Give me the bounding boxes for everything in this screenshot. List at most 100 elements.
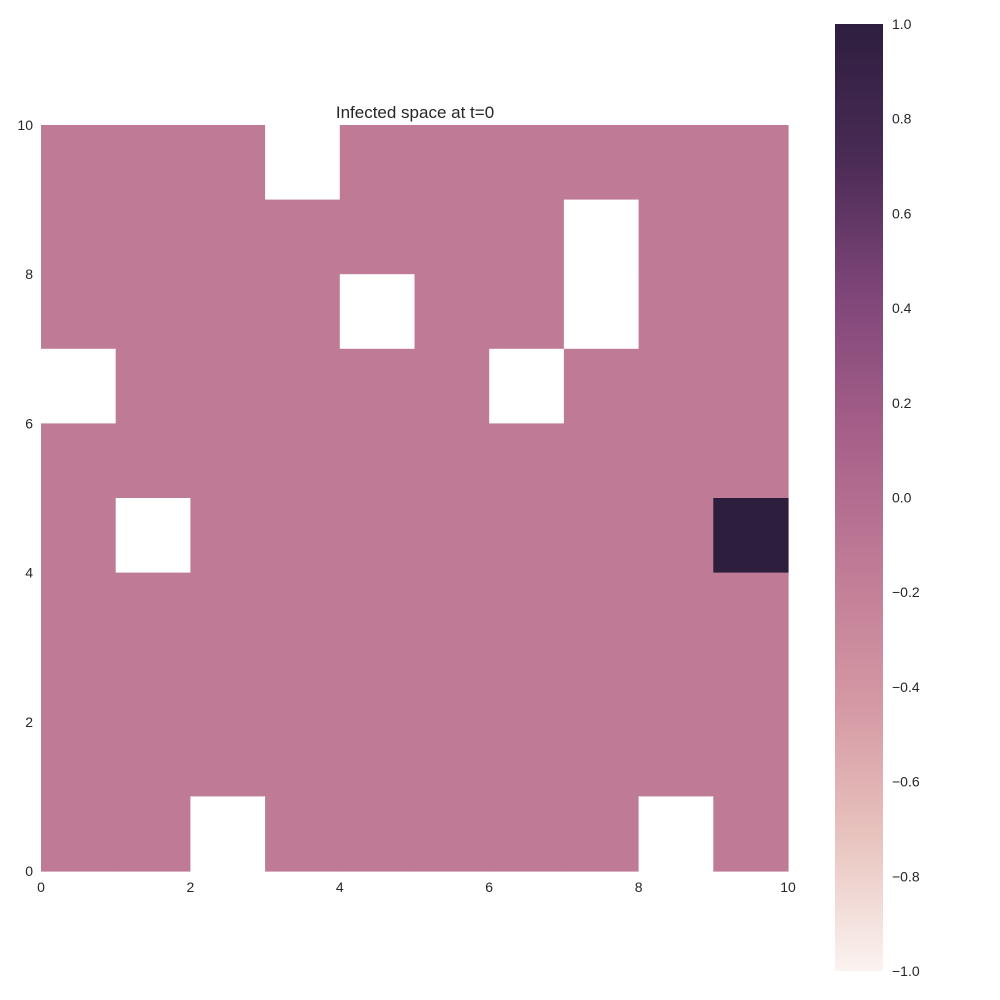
colorbar-tick-label: 0.8 <box>892 111 912 127</box>
heatmap-cell-r1-c6 <box>489 199 565 275</box>
heatmap-cell-r8-c5 <box>414 721 490 797</box>
colorbar-tick-label: 0.6 <box>892 205 912 221</box>
heatmap-cell-r6-c5 <box>414 572 490 648</box>
heatmap-cell-r4-c7 <box>563 423 640 499</box>
heatmap-cell-r0-c9 <box>713 125 789 201</box>
heatmap-cell-r5-c5 <box>414 498 490 574</box>
heatmap-cell-r5-c1 <box>115 498 191 574</box>
heatmap-cell-r0-c8 <box>638 125 714 201</box>
heatmap-cell-r7-c3 <box>265 647 341 723</box>
heatmap-cell-r9-c1 <box>115 796 191 872</box>
heatmap-cell-r3-c3 <box>265 348 341 424</box>
heatmap-cell-r7-c8 <box>638 647 714 723</box>
heatmap-cell-r8-c6 <box>489 721 565 797</box>
heatmap-cell-r6-c8 <box>638 572 714 648</box>
heatmap-cell-r7-c9 <box>713 647 789 723</box>
colorbar-tick-label: −0.8 <box>892 868 920 884</box>
heatmap-cell-r8-c3 <box>265 721 341 797</box>
heatmap-cell-r4-c9 <box>713 423 789 499</box>
heatmap-cell-r1-c3 <box>265 199 341 275</box>
heatmap-cell-r0-c7 <box>563 125 640 201</box>
heatmap-cell-r9-c2 <box>190 796 266 872</box>
x-tick-label: 4 <box>336 879 344 895</box>
colorbar-tick-label: −0.6 <box>892 774 920 790</box>
heatmap-cell-r9-c5 <box>414 796 490 872</box>
heatmap-cell-r0-c3 <box>265 125 341 201</box>
heatmap-cell-r0-c6 <box>489 125 565 201</box>
colorbar-tick-label: −1.0 <box>892 963 920 979</box>
heatmap-cell-r5-c0 <box>41 498 117 574</box>
heatmap-cell-r5-c4 <box>339 498 416 574</box>
y-tick-label: 4 <box>25 565 33 581</box>
y-tick-label: 2 <box>25 714 33 730</box>
heatmap-cell-r7-c1 <box>115 647 191 723</box>
heatmap-cell-r5-c8 <box>638 498 714 574</box>
y-tick-label: 6 <box>25 415 33 431</box>
colorbar-tick-label: −0.2 <box>892 584 920 600</box>
heatmap-cell-r9-c3 <box>265 796 341 872</box>
heatmap-cell-r6-c3 <box>265 572 341 648</box>
heatmap-cell-r8-c4 <box>339 721 416 797</box>
heatmap-cell-r0-c4 <box>339 125 416 201</box>
colorbar-tick-label: 0.4 <box>892 300 912 316</box>
colorbar-tick-label: 1.0 <box>892 16 912 32</box>
heatmap-cell-r2-c7 <box>563 274 640 350</box>
x-axis-ticks: 0 2 4 6 8 10 <box>37 879 796 895</box>
heatmap-cell-r3-c7 <box>563 348 640 424</box>
heatmap-cell-r4-c0 <box>41 423 117 499</box>
heatmap-cell-r7-c2 <box>190 647 266 723</box>
colorbar-tick-label: 0.2 <box>892 395 912 411</box>
heatmap-cell-r3-c4 <box>339 348 416 424</box>
heatmap-cell-r8-c2 <box>190 721 266 797</box>
colorbar-tick-label: −0.4 <box>892 679 920 695</box>
y-tick-label: 8 <box>25 266 33 282</box>
y-tick-label: 10 <box>17 117 33 133</box>
heatmap-cell-r6-c7 <box>563 572 640 648</box>
heatmap-cell-r1-c7 <box>563 199 640 275</box>
colorbar-tick-label: 0.0 <box>892 490 912 506</box>
heatmap-cell-r1-c5 <box>414 199 490 275</box>
x-tick-label: 6 <box>485 879 493 895</box>
heatmap-cell-r7-c0 <box>41 647 117 723</box>
heatmap-cell-r9-c0 <box>41 796 117 872</box>
heatmap-cell-r9-c7 <box>563 796 640 872</box>
heatmap-cell-r7-c4 <box>339 647 416 723</box>
colorbar <box>835 24 883 971</box>
heatmap-cell-r2-c5 <box>414 274 490 350</box>
heatmap-cell-r3-c1 <box>115 348 191 424</box>
heatmap-cell-r9-c9 <box>713 796 789 872</box>
heatmap-cell-r1-c0 <box>41 199 117 275</box>
heatmap-cell-r1-c8 <box>638 199 714 275</box>
heatmap-cell-r4-c8 <box>638 423 714 499</box>
heatmap-cell-r2-c4 <box>339 274 416 350</box>
heatmap-cell-r2-c0 <box>41 274 117 350</box>
y-axis-ticks: 0 2 4 6 8 10 <box>17 117 33 879</box>
heatmap-cell-r1-c1 <box>115 199 191 275</box>
heatmap-cell-r3-c9 <box>713 348 789 424</box>
heatmap-cell-r3-c8 <box>638 348 714 424</box>
heatmap-cells <box>41 125 789 872</box>
heatmap-cell-r0-c2 <box>190 125 266 201</box>
heatmap-cell-r4-c3 <box>265 423 341 499</box>
heatmap-cell-r0-c1 <box>115 125 191 201</box>
x-tick-label: 2 <box>187 879 195 895</box>
heatmap-cell-r6-c4 <box>339 572 416 648</box>
heatmap-cell-r5-c3 <box>265 498 341 574</box>
heatmap-cell-r3-c6 <box>489 348 565 424</box>
heatmap-cell-r1-c2 <box>190 199 266 275</box>
heatmap-cell-r7-c7 <box>563 647 640 723</box>
heatmap-cell-r9-c6 <box>489 796 565 872</box>
heatmap-cell-r8-c7 <box>563 721 640 797</box>
heatmap-cell-r3-c2 <box>190 348 266 424</box>
heatmap-cell-r3-c5 <box>414 348 490 424</box>
heatmap-cell-r5-c2 <box>190 498 266 574</box>
heatmap-cell-r4-c6 <box>489 423 565 499</box>
heatmap-cell-r2-c2 <box>190 274 266 350</box>
x-tick-label: 8 <box>635 879 643 895</box>
heatmap-cell-r5-c6 <box>489 498 565 574</box>
heatmap-cell-r6-c9 <box>713 572 789 648</box>
x-tick-label: 0 <box>37 879 45 895</box>
x-tick-label: 10 <box>780 879 796 895</box>
heatmap-cell-r2-c6 <box>489 274 565 350</box>
